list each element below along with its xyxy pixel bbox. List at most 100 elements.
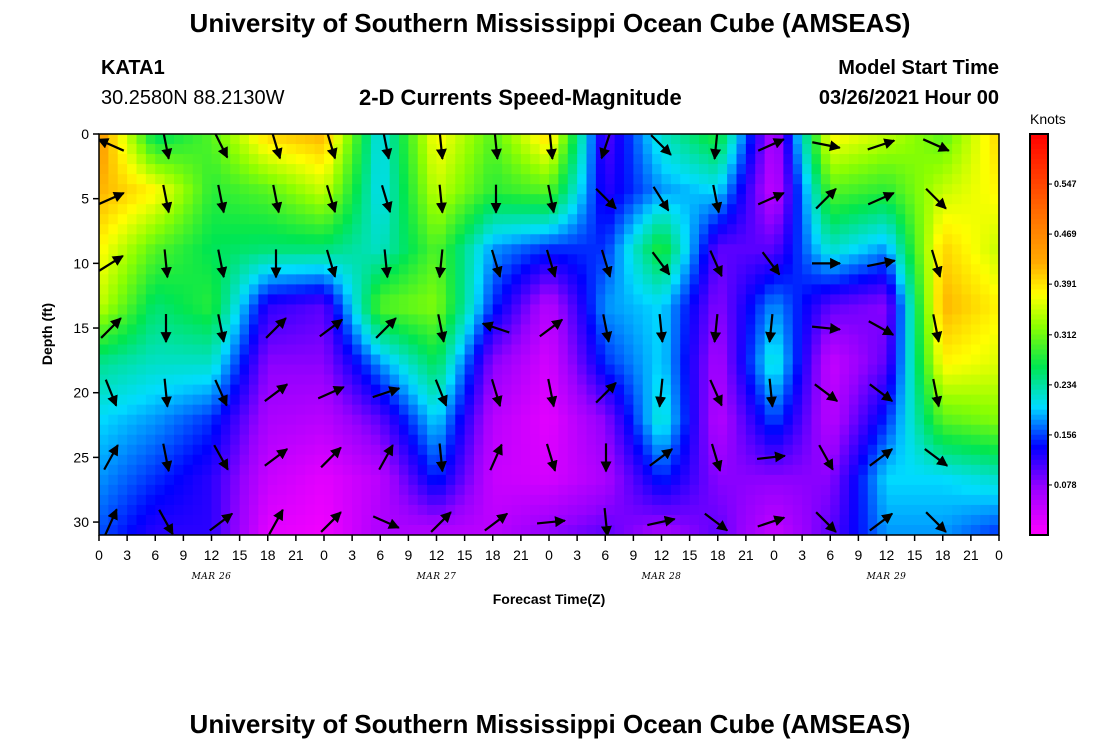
heatmap-cell <box>305 344 316 356</box>
heatmap-cell <box>455 144 466 155</box>
heatmap-cell <box>258 154 269 165</box>
colorbar-segment <box>1030 239 1048 245</box>
colorbar-segment <box>1030 214 1048 220</box>
heatmap-cell <box>577 164 588 175</box>
heatmap-cell <box>858 314 869 326</box>
heatmap-cell <box>380 524 391 535</box>
heatmap-cell <box>502 434 513 446</box>
heatmap-cell <box>277 224 288 235</box>
heatmap-cell <box>624 404 634 416</box>
heatmap-cell <box>867 214 878 225</box>
heatmap-cell <box>539 494 550 506</box>
heatmap-cell <box>736 414 747 426</box>
heatmap-cell <box>370 324 381 336</box>
heatmap-cell <box>370 424 381 436</box>
heatmap-cell <box>492 364 503 376</box>
heatmap-cell <box>605 344 616 356</box>
heatmap-cell <box>427 344 438 356</box>
heatmap-cell <box>220 414 231 426</box>
current-vector-arrow <box>375 317 397 339</box>
heatmap-cell <box>164 404 175 416</box>
heatmap-cell <box>670 384 681 396</box>
heatmap-cell <box>942 444 953 456</box>
heatmap-cell <box>717 494 728 506</box>
heatmap-cell <box>820 504 831 516</box>
heatmap-cell <box>455 454 466 466</box>
heatmap-cell <box>961 384 972 396</box>
heatmap-cell <box>183 484 194 496</box>
heatmap-cell <box>530 224 541 235</box>
heatmap-cell <box>155 284 166 296</box>
heatmap-cell <box>745 154 756 165</box>
heatmap-cell <box>220 224 231 235</box>
heatmap-cell <box>895 304 906 316</box>
heatmap-cell <box>877 344 888 356</box>
colorbar-segment <box>1030 504 1048 511</box>
heatmap-cell <box>361 504 372 516</box>
heatmap-cell <box>174 154 184 165</box>
heatmap-cell <box>117 444 128 456</box>
heatmap-cell <box>802 144 813 155</box>
heatmap-cell <box>220 304 231 316</box>
heatmap-cell <box>511 234 522 245</box>
heatmap-cell <box>445 434 456 446</box>
heatmap-cell <box>530 184 541 195</box>
heatmap-cell <box>736 434 747 446</box>
heatmap-cell <box>352 284 363 296</box>
heatmap-cell <box>417 494 428 506</box>
heatmap-cell <box>699 414 709 426</box>
heatmap-cell <box>614 344 625 356</box>
heatmap-cell <box>530 364 541 376</box>
heatmap-cell <box>820 384 831 396</box>
heatmap-cell <box>905 154 916 165</box>
heatmap-cell <box>464 224 475 235</box>
heatmap-cell <box>877 194 888 205</box>
heatmap-cell <box>511 134 522 145</box>
heatmap-cell <box>127 134 138 145</box>
heatmap-cell <box>370 384 381 396</box>
heatmap-cell <box>333 244 344 255</box>
heatmap-cell <box>267 464 278 476</box>
heatmap-cell <box>895 184 906 195</box>
heatmap-cell <box>745 404 756 416</box>
heatmap-cell <box>239 334 250 346</box>
heatmap-cell <box>980 264 991 275</box>
heatmap-cell <box>155 514 166 526</box>
heatmap-cell <box>652 304 663 316</box>
heatmap-cell <box>183 424 194 436</box>
heatmap-cell <box>483 164 494 175</box>
heatmap-cell <box>980 194 991 205</box>
heatmap-cell <box>314 224 325 235</box>
heatmap-cell <box>886 204 897 215</box>
heatmap-cell <box>736 164 747 175</box>
heatmap-cell <box>277 424 288 436</box>
heatmap-cell <box>586 424 597 436</box>
heatmap-cell <box>249 304 259 316</box>
heatmap-cell <box>408 394 419 406</box>
heatmap-cell <box>942 484 953 496</box>
heatmap-cell <box>586 394 597 406</box>
heatmap-cell <box>408 214 419 225</box>
heatmap-cell <box>849 184 859 195</box>
heatmap-cell <box>464 254 475 265</box>
heatmap-cell <box>652 144 663 155</box>
heatmap-cell <box>220 184 231 195</box>
heatmap-cell <box>689 214 700 225</box>
heatmap-cell <box>792 524 803 535</box>
heatmap-cell <box>989 424 999 436</box>
heatmap-cell <box>155 194 166 205</box>
heatmap-cell <box>117 154 128 165</box>
heatmap-cell <box>811 354 822 366</box>
current-vector-arrow <box>647 515 676 527</box>
heatmap-cell <box>539 154 550 165</box>
heatmap-cell <box>961 284 972 296</box>
heatmap-cell <box>595 284 606 296</box>
heatmap-cell <box>324 354 334 366</box>
heatmap-cell <box>745 174 756 185</box>
heatmap-cell <box>670 514 681 526</box>
heatmap-cell <box>989 394 999 406</box>
heatmap-cell <box>511 274 522 285</box>
heatmap-cell <box>839 444 850 456</box>
heatmap-cell <box>370 304 381 316</box>
heatmap-cell <box>249 504 259 516</box>
